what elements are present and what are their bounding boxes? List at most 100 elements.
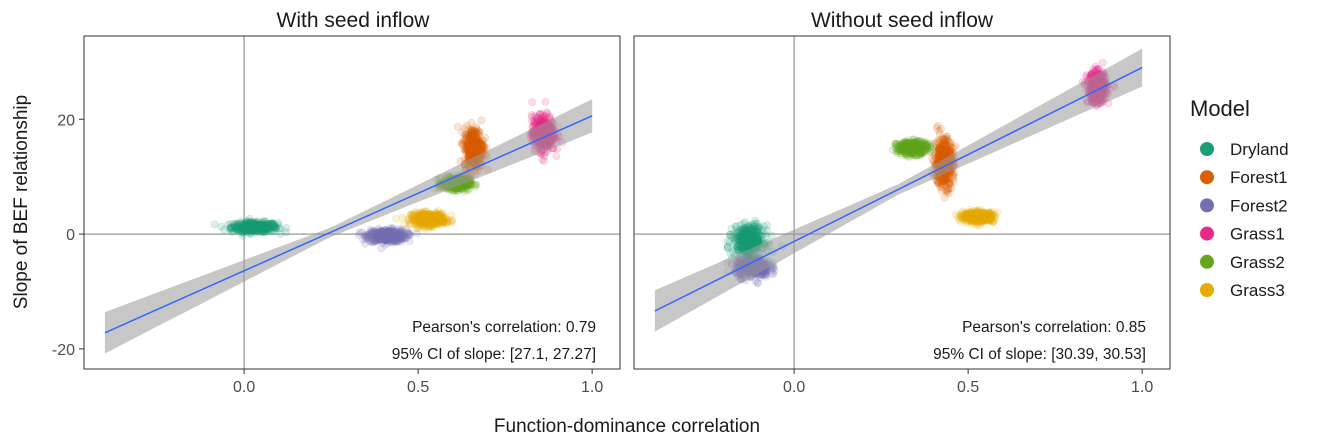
- point-dryland: [230, 220, 239, 228]
- point-grass3: [432, 211, 441, 220]
- point-forest2: [399, 233, 408, 241]
- point-dryland: [241, 221, 250, 230]
- point-forest2: [391, 232, 400, 241]
- point-forest2: [381, 231, 389, 240]
- point-forest2: [364, 232, 373, 240]
- point-dryland: [246, 225, 255, 234]
- point-forest2: [380, 232, 389, 240]
- point-forest2: [379, 229, 388, 238]
- point-forest2: [394, 237, 402, 246]
- point-grass3: [440, 217, 448, 226]
- point-forest2: [372, 231, 381, 240]
- point-forest2: [370, 227, 379, 235]
- point-grass3: [422, 216, 431, 225]
- point-dryland: [264, 223, 273, 231]
- point-dryland: [248, 223, 257, 232]
- point-forest1: [477, 116, 486, 125]
- point-dryland: [245, 220, 254, 229]
- point-forest2: [373, 228, 382, 237]
- point-dryland: [251, 224, 259, 233]
- point-dryland: [240, 219, 249, 228]
- point-forest2: [386, 227, 395, 235]
- point-grass3: [416, 211, 425, 220]
- point-forest2: [370, 238, 378, 247]
- point-forest2: [413, 229, 421, 238]
- point-grass3: [423, 217, 432, 225]
- point-grass3: [429, 214, 437, 223]
- point-forest2: [388, 224, 397, 233]
- point-forest2: [386, 233, 395, 242]
- point-dryland: [255, 223, 264, 232]
- point-grass3: [415, 218, 424, 226]
- point-dryland: [227, 225, 236, 233]
- point-forest2: [379, 231, 388, 240]
- point-dryland: [248, 221, 257, 230]
- point-grass3: [421, 213, 430, 222]
- point-grass3: [424, 212, 433, 220]
- point-grass3: [420, 211, 429, 220]
- point-grass3: [428, 211, 437, 220]
- point-grass3: [419, 211, 427, 220]
- point-dryland: [267, 219, 276, 228]
- point-grass3: [425, 216, 434, 225]
- point-dryland: [244, 222, 252, 231]
- point-forest2: [384, 231, 392, 240]
- point-grass3: [430, 212, 439, 220]
- point-forest2: [391, 233, 399, 242]
- point-forest2: [395, 230, 404, 239]
- point-dryland: [262, 223, 271, 232]
- point-grass3: [429, 221, 437, 230]
- point-forest2: [392, 229, 400, 238]
- point-forest2: [379, 232, 388, 240]
- point-forest2: [365, 230, 374, 239]
- point-dryland: [243, 216, 252, 225]
- point-dryland: [255, 223, 264, 232]
- point-dryland: [242, 218, 250, 227]
- point-grass3: [420, 213, 429, 222]
- point-dryland: [248, 224, 257, 233]
- point-dryland: [263, 221, 272, 230]
- point-grass2: [472, 180, 481, 189]
- point-forest2: [386, 228, 395, 237]
- point-grass3: [420, 219, 428, 228]
- point-forest2: [385, 237, 393, 245]
- point-dryland: [250, 220, 259, 229]
- point-forest2: [398, 235, 407, 243]
- point-dryland: [242, 222, 250, 231]
- point-grass3: [418, 214, 427, 223]
- point-grass3: [439, 214, 448, 222]
- point-forest2: [396, 227, 405, 236]
- point-forest2: [372, 235, 381, 244]
- point-forest2: [378, 230, 386, 239]
- point-dryland: [251, 227, 260, 236]
- point-forest2: [405, 229, 414, 238]
- point-grass3: [426, 222, 435, 231]
- point-forest2: [361, 239, 369, 248]
- point-grass3: [431, 214, 440, 223]
- point-grass3: [434, 213, 443, 222]
- point-grass3: [412, 217, 421, 226]
- point-grass3: [420, 215, 428, 224]
- point-forest1: [464, 140, 473, 149]
- point-forest2: [391, 236, 400, 244]
- point-dryland: [240, 226, 248, 235]
- point-grass3: [425, 222, 434, 231]
- point-forest2: [357, 228, 366, 237]
- point-grass3: [423, 211, 432, 220]
- point-dryland: [261, 217, 270, 226]
- point-dryland: [251, 219, 260, 227]
- point-dryland: [244, 224, 253, 233]
- point-grass3: [421, 215, 430, 224]
- point-forest2: [394, 230, 402, 239]
- point-grass3: [447, 211, 456, 220]
- point-dryland: [266, 223, 274, 232]
- point-forest2: [393, 232, 402, 241]
- point-dryland: [240, 224, 249, 233]
- point-grass1: [541, 98, 550, 106]
- point-dryland: [250, 228, 259, 237]
- point-grass3: [422, 215, 430, 224]
- point-forest1: [937, 180, 946, 189]
- point-grass3: [427, 218, 435, 227]
- point-grass3: [439, 215, 448, 224]
